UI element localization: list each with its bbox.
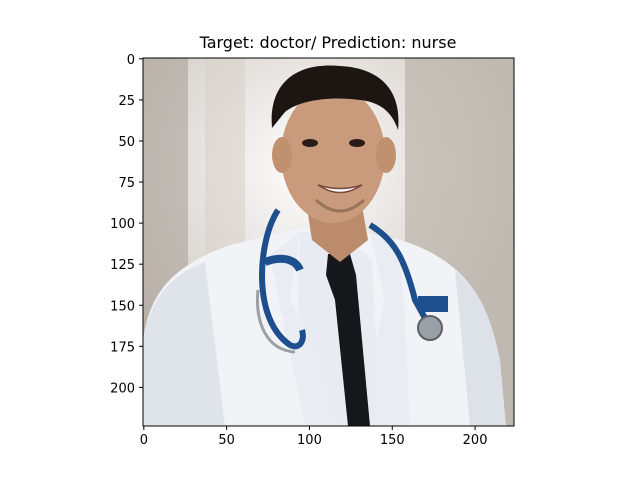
x-tick-label: 50 [218,433,235,448]
y-tick-label: 25 [118,94,135,109]
image-display [143,58,514,426]
coat-left-shadow [143,262,225,426]
smile [317,184,363,194]
y-tick-label: 75 [118,176,135,191]
y-tick-label: 200 [110,381,135,396]
stethoscope-left-tube [258,208,306,350]
y-tick-label: 100 [110,217,135,232]
y-tick-label: 0 [127,53,135,68]
stethoscope-yoke [263,254,304,272]
x-axis: 0 50 100 150 200 [140,426,488,448]
x-tick-label: 150 [380,433,405,448]
coat-right-lapel [370,232,410,426]
axes-frame [142,57,515,427]
chart-title: Target: doctor/ Prediction: nurse [199,33,457,52]
hair [271,65,399,130]
left-ear [272,137,292,173]
right-ear [376,137,396,173]
y-tick-label: 125 [110,258,135,273]
tie [326,254,370,426]
stethoscope-right-tube [368,222,428,320]
y-tick-label: 175 [110,340,135,355]
x-tick-label: 200 [463,433,488,448]
x-tick-label: 100 [297,433,322,448]
name-badge [418,296,448,312]
beard-shadow [314,198,366,213]
stethoscope-binaural [255,289,296,354]
right-eye [349,139,365,147]
face [281,87,385,223]
coat-left-lapel [270,232,335,426]
left-eye [302,139,318,147]
y-tick-label: 50 [118,135,135,150]
y-tick-label: 150 [110,299,135,314]
y-axis: 0 25 50 75 100 125 150 175 200 [110,53,143,396]
stethoscope-chestpiece [417,315,443,341]
coat-right-shadow [455,270,506,426]
x-tick-label: 0 [140,433,148,448]
